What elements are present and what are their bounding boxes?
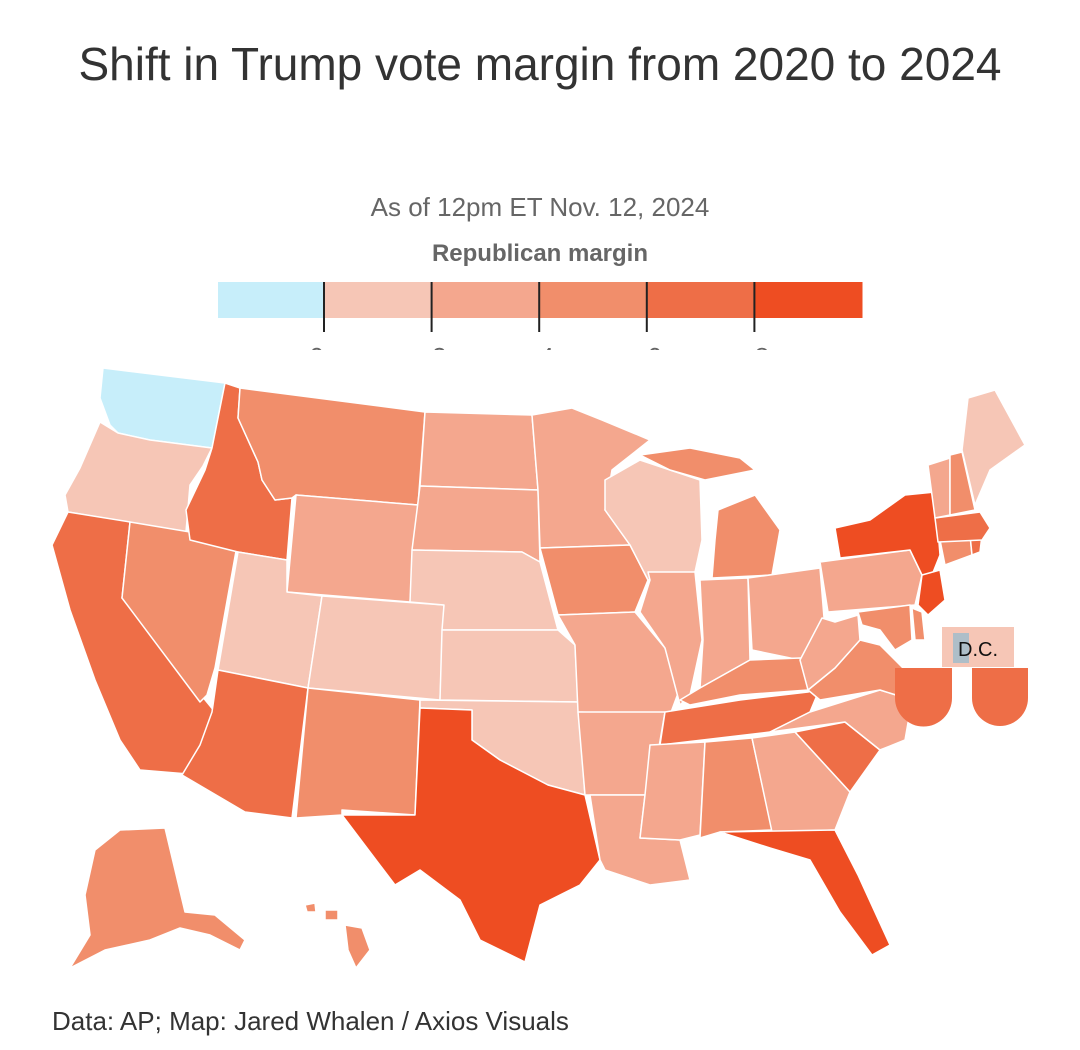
state-de — [911, 607, 926, 641]
state-ny — [834, 491, 941, 581]
legend-title: Republican margin — [431, 240, 649, 267]
state-md — [857, 604, 913, 651]
legend-bin-4 — [646, 282, 755, 318]
dc-marker-right — [972, 668, 1028, 726]
dc-marker-left — [895, 668, 952, 727]
state-pa — [819, 549, 923, 613]
legend-tick-label: +4 — [524, 342, 554, 350]
legend-tick-label: +6 — [632, 342, 662, 350]
state-ma — [934, 511, 991, 543]
source-credit: Data: AP; Map: Jared Whalen / Axios Visu… — [52, 1006, 569, 1036]
state-wv — [799, 614, 861, 691]
map-title: Shift in Trump vote margin from 2020 to … — [78, 38, 1002, 90]
state-ms — [639, 741, 706, 841]
state-ks — [439, 629, 579, 703]
state-mo — [557, 611, 681, 716]
state-ga — [751, 731, 851, 833]
legend-tick-label: ±0pp — [295, 342, 353, 350]
dc-inset: D.C. — [895, 627, 1028, 727]
dc-swatch — [953, 633, 969, 663]
us-choropleth-map: D.C. — [51, 367, 1028, 969]
state-ak — [69, 827, 246, 969]
state-hi — [304, 902, 371, 969]
legend-bin-5 — [754, 282, 863, 318]
legend-bin-2 — [431, 282, 540, 318]
states-layer — [51, 367, 1026, 969]
state-nm — [295, 687, 421, 819]
legend-tick-label: +2 — [417, 342, 447, 350]
legend-bin-1 — [324, 282, 433, 318]
state-nj — [917, 569, 946, 616]
state-fl — [719, 829, 891, 956]
state-ia — [539, 544, 649, 616]
state-nh — [949, 451, 976, 516]
color-legend: ±0pp +2 +4 +6 +8 — [218, 282, 863, 350]
state-co — [307, 595, 445, 701]
state-il — [639, 571, 703, 706]
state-nd — [419, 411, 539, 491]
state-wy — [286, 494, 419, 603]
map-subtitle: As of 12pm ET Nov. 12, 2024 — [370, 192, 710, 222]
state-or — [64, 421, 213, 533]
legend-bin-0 — [218, 282, 325, 318]
state-tx — [341, 707, 601, 963]
legend-tick-label: +8 — [740, 342, 770, 350]
state-mt — [237, 387, 426, 506]
legend-bin-3 — [539, 282, 648, 318]
dc-label: D.C. — [958, 639, 998, 661]
state-me — [961, 389, 1026, 506]
